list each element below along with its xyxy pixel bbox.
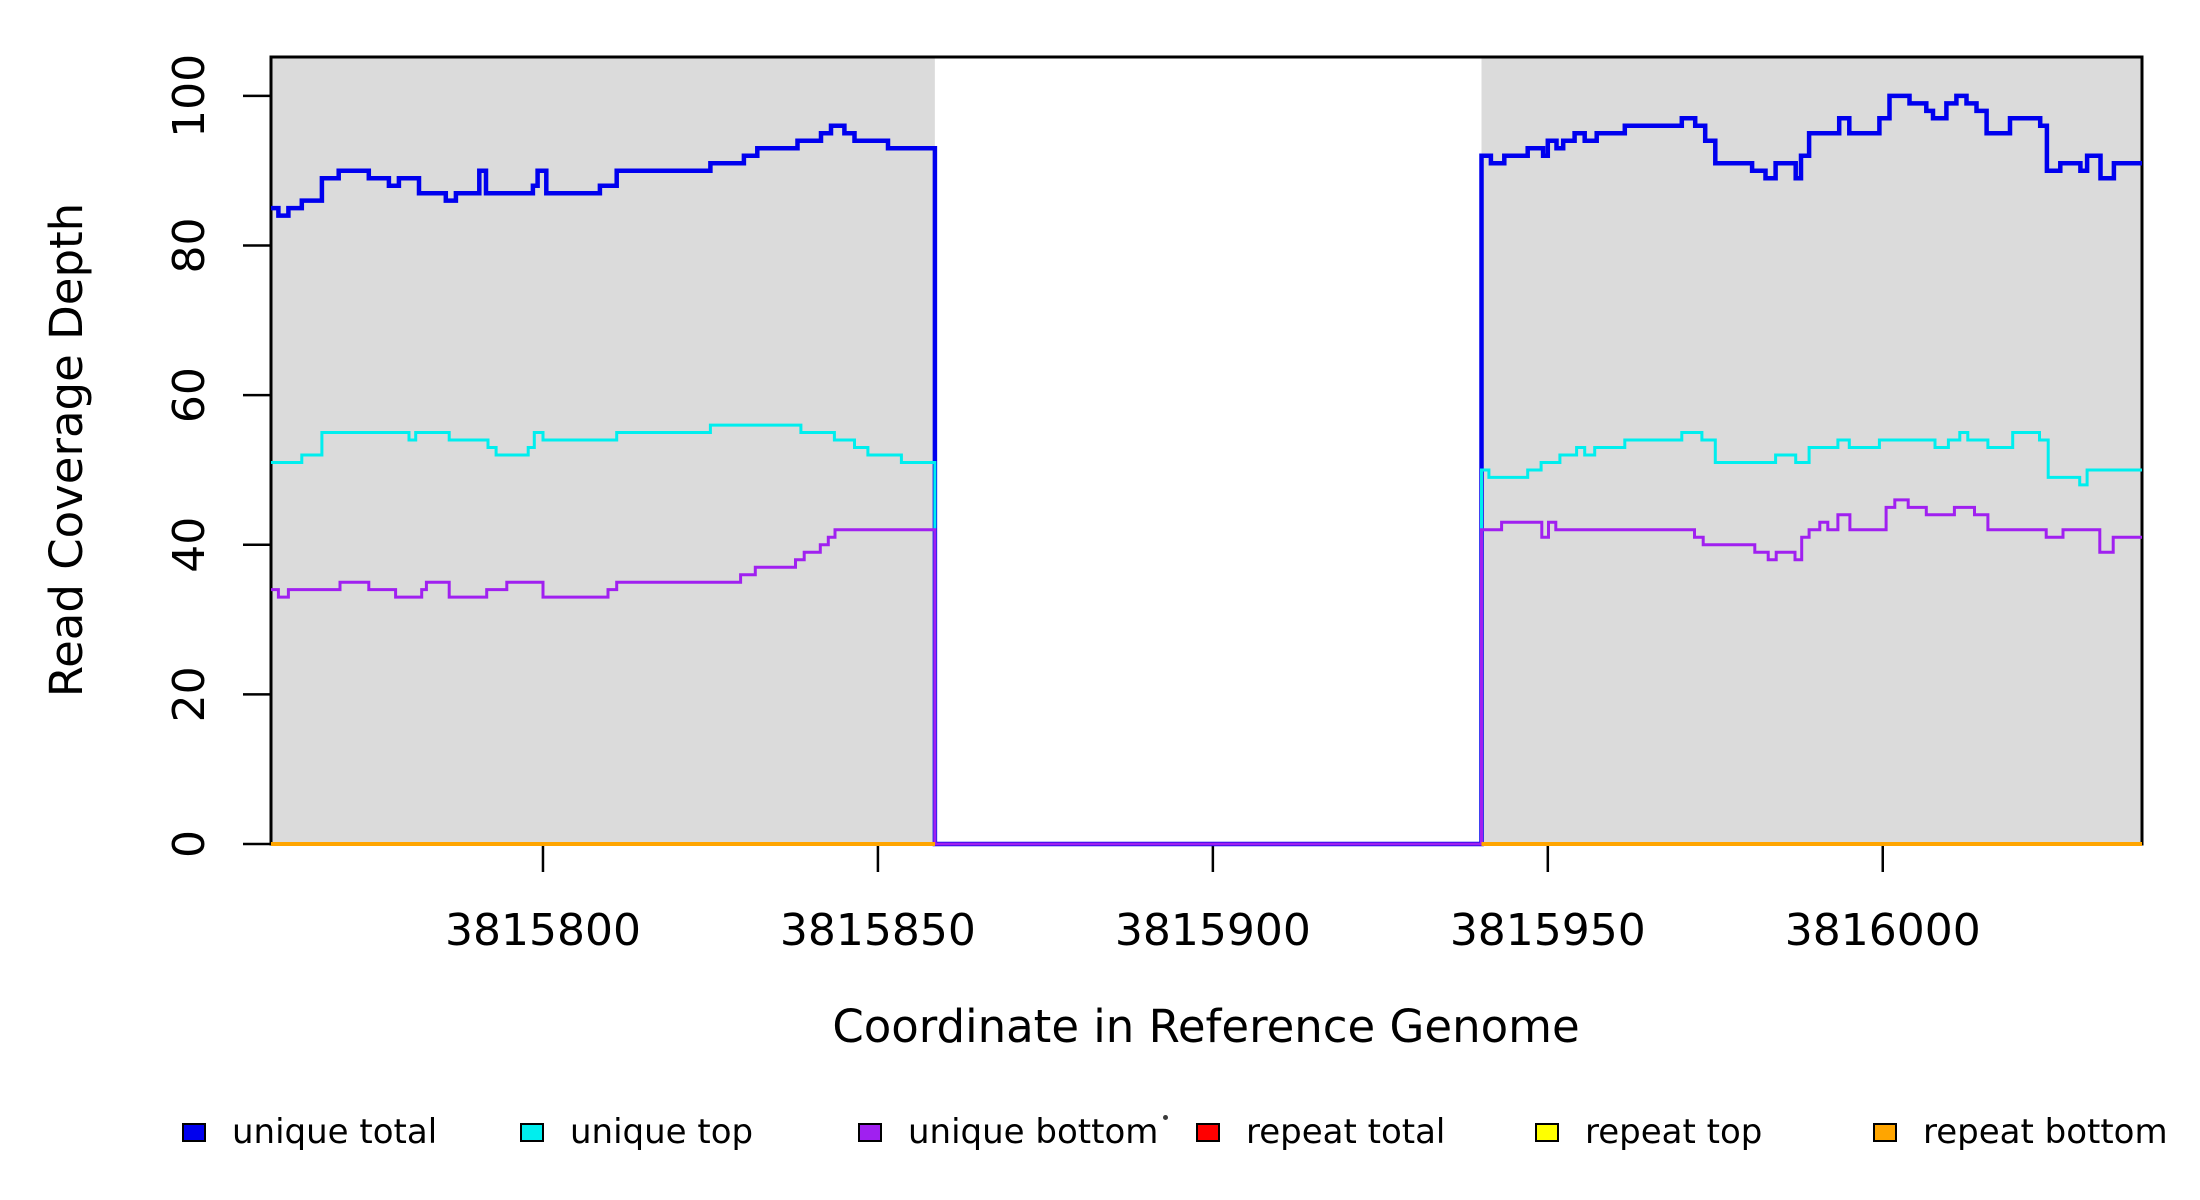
series-unique-bottom (271, 498, 2142, 846)
y-tick-label: 20 (164, 666, 215, 722)
y-tick-label: 80 (164, 218, 215, 274)
x-tick-label: 3815800 (445, 905, 641, 956)
y-tick-label: 0 (164, 830, 215, 858)
x-tick-label: 3815950 (1450, 905, 1646, 956)
y-tick-label: 40 (164, 517, 215, 573)
data-series (271, 93, 2142, 847)
series-unique-top (271, 423, 2142, 846)
y-tick-label: 100 (164, 54, 215, 138)
axis-ticks (243, 94, 1885, 872)
x-tick-label: 3815900 (1115, 905, 1311, 956)
unique-coverage-right (1481, 57, 2142, 844)
series-unique-total (271, 93, 2142, 847)
unique-coverage-left (271, 57, 935, 844)
y-tick-label: 60 (164, 367, 215, 423)
x-tick-label: 3816000 (1785, 905, 1981, 956)
shaded-regions (271, 57, 2142, 844)
y-axis-title: Read Coverage Depth (40, 203, 93, 697)
x-tick-label: 3815850 (780, 905, 976, 956)
x-axis-title: Coordinate in Reference Genome (832, 1000, 1579, 1053)
axis-tick-labels: 3815800 3815850 3815900 3815950 3816000 0 20 40… (164, 54, 1981, 956)
